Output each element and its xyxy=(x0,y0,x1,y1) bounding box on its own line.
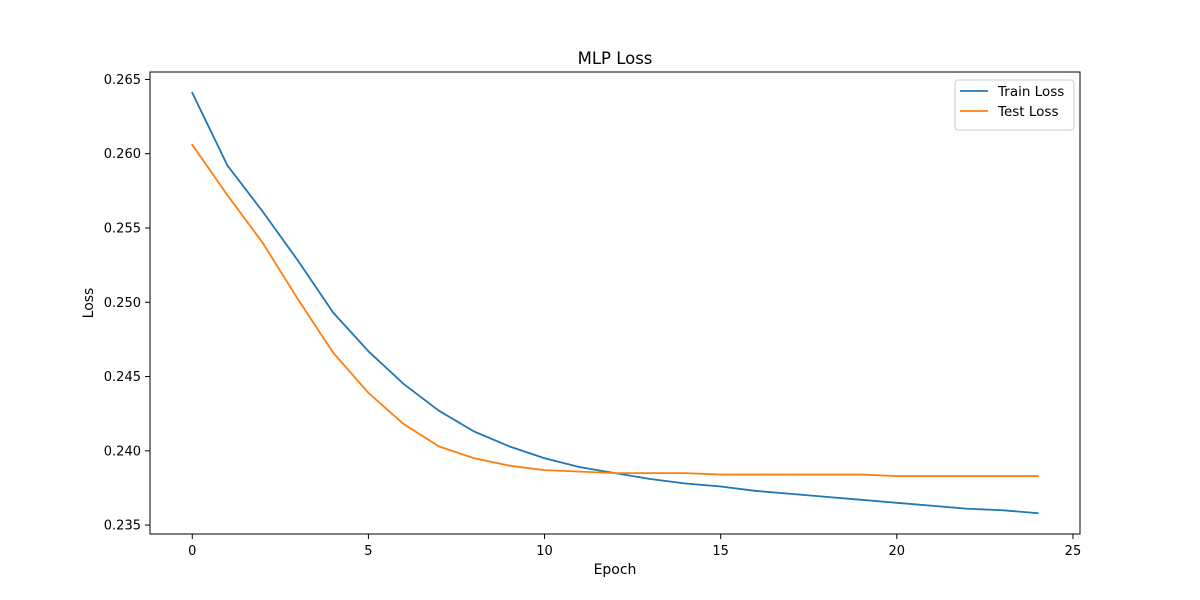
y-tick-label: 0.245 xyxy=(104,370,141,385)
plot-frame xyxy=(149,71,1081,535)
y-tick-label: 0.235 xyxy=(104,519,141,534)
legend-box xyxy=(954,79,1075,131)
y-axis: 0.235 0.240 0.245 0.250 0.255 0.260 0.265 xyxy=(104,73,150,534)
y-tick-label: 0.240 xyxy=(104,444,141,459)
x-tick-label: 10 xyxy=(536,544,553,559)
x-tick-label: 25 xyxy=(1065,544,1082,559)
x-axis: 0 5 10 15 20 25 xyxy=(188,534,1081,559)
chart-title: MLP Loss xyxy=(578,49,653,68)
x-tick-label: 15 xyxy=(712,544,729,559)
legend: Train Loss Test Loss xyxy=(954,79,1075,131)
legend-label-train-loss: Train Loss xyxy=(997,84,1064,100)
y-axis-label: Loss xyxy=(81,288,97,319)
y-tick-label: 0.255 xyxy=(104,221,141,236)
train-loss-line xyxy=(191,91,1039,515)
x-axis-label: Epoch xyxy=(594,562,637,578)
y-tick-label: 0.250 xyxy=(104,296,141,311)
x-tick-label: 20 xyxy=(889,544,906,559)
legend-label-test-loss: Test Loss xyxy=(997,104,1059,120)
y-tick-label: 0.265 xyxy=(104,73,141,88)
x-tick-label: 5 xyxy=(364,544,372,559)
y-tick-label: 0.260 xyxy=(104,147,141,162)
x-tick-label: 0 xyxy=(188,544,196,559)
chart-marks xyxy=(191,91,1039,515)
test-loss-line xyxy=(191,143,1039,477)
